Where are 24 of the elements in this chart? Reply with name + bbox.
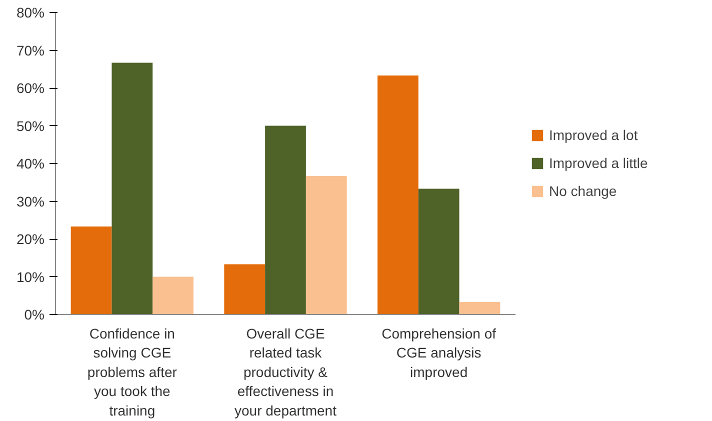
y-tick-label: 30% [16,193,45,210]
bar [265,126,306,314]
x-tick-label: Overall CGE related task productivity & effectiveness in your department [234,326,337,418]
x-tick-label: Comprehension of CGE analysis improved [382,326,496,380]
legend-label: Improved a lot [549,127,638,143]
bar [224,264,266,314]
y-tick-label: 70% [16,42,45,58]
x-tick-label: Confidence in solving CGE problems after you took the training [87,326,178,418]
bar [152,276,194,314]
bar [112,62,153,314]
legend-label: No change [549,183,617,199]
bar [378,76,418,314]
y-tick-label: 80% [16,4,45,20]
legend-label: Improved a little [549,155,648,171]
bar [459,302,500,314]
y-tick-label: 50% [16,118,45,134]
y-tick-label: 10% [16,268,45,285]
bar [70,226,112,314]
y-tick-label: 20% [16,231,45,247]
bar [306,176,347,314]
y-tick-label: 60% [16,80,45,96]
bar [418,188,460,314]
y-tick-label: 0% [24,306,44,322]
y-tick-label: 40% [16,156,45,172]
